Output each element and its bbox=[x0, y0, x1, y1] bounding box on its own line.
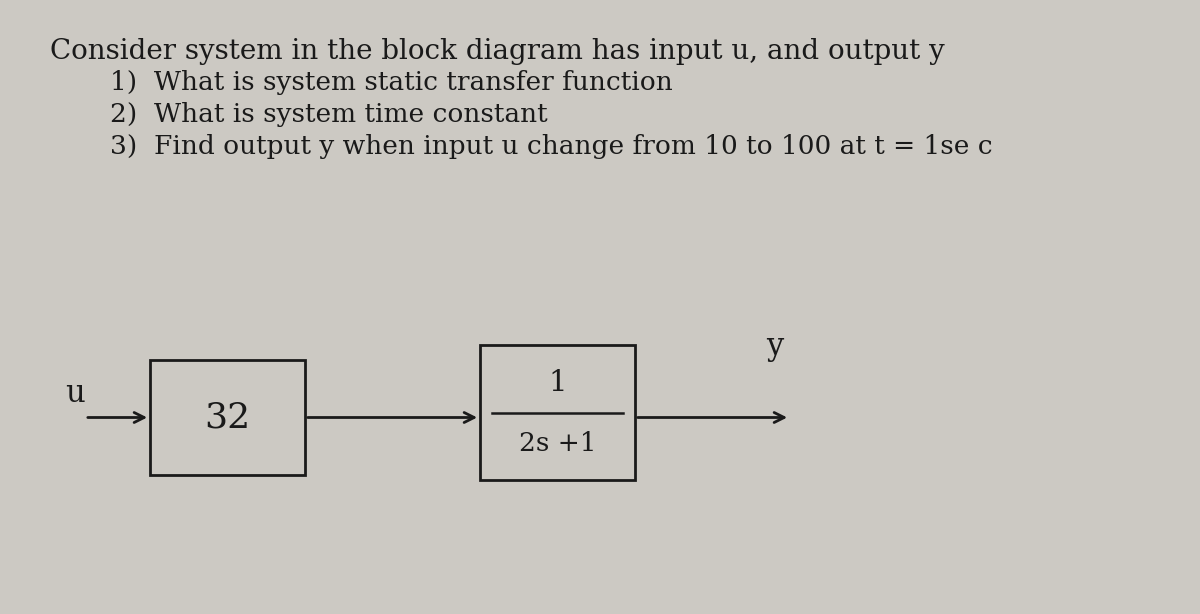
Text: 1)  What is system static transfer function: 1) What is system static transfer functi… bbox=[110, 70, 673, 95]
Text: u: u bbox=[65, 378, 85, 410]
Bar bbox=[480, 345, 635, 480]
Text: 2)  What is system time constant: 2) What is system time constant bbox=[110, 102, 547, 127]
Text: 32: 32 bbox=[204, 400, 251, 435]
Text: y: y bbox=[767, 332, 784, 362]
Text: 1: 1 bbox=[548, 369, 566, 397]
Text: 2s +1: 2s +1 bbox=[518, 431, 596, 456]
Text: 3)  Find output y when input u change from 10 to 100 at t = 1se c: 3) Find output y when input u change fro… bbox=[110, 134, 992, 159]
Bar bbox=[150, 360, 305, 475]
Text: Consider system in the block diagram has input u, and output y: Consider system in the block diagram has… bbox=[50, 38, 944, 65]
